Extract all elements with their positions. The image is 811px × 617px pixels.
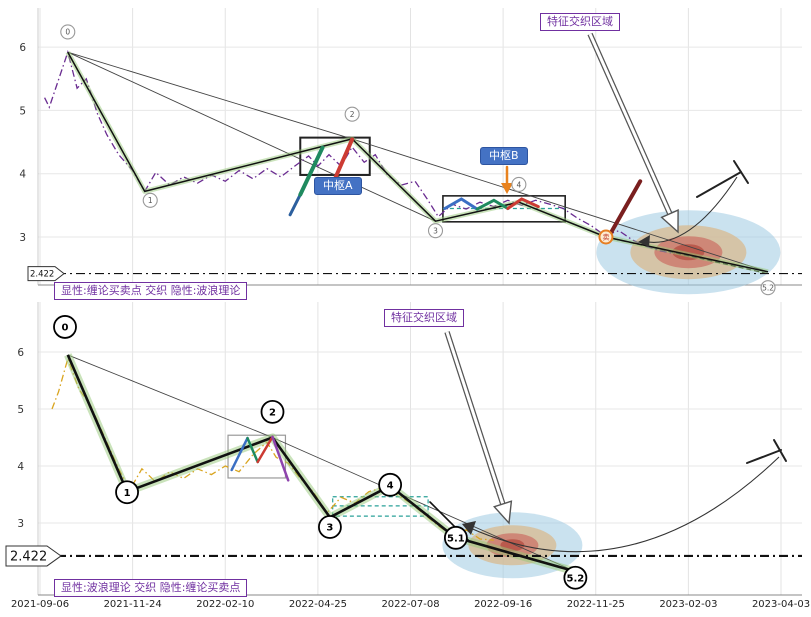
svg-text:4: 4 [387, 480, 394, 491]
colored-segment [230, 436, 249, 472]
annotation-line [696, 171, 742, 198]
trend-line [67, 51, 353, 140]
svg-text:5.2: 5.2 [567, 573, 585, 584]
wave-point-marker [115, 480, 139, 505]
svg-text:1: 1 [148, 196, 153, 205]
svg-text:2: 2 [269, 407, 276, 418]
x-tick-label: 2021-11-24 [104, 599, 162, 610]
y-tick-label: 5 [17, 404, 24, 416]
price-tag-label: 2.422 [10, 550, 47, 565]
price-tag-label: 2.422 [30, 270, 54, 280]
wave-point-marker [53, 315, 77, 339]
y-tick-label: 5 [19, 105, 26, 117]
pivot-a-label: 中枢A [314, 177, 362, 196]
price-tag [5, 545, 62, 567]
wave-point-marker [344, 106, 360, 122]
price-tag [27, 266, 65, 282]
arrowhead [638, 235, 650, 247]
arrowhead [462, 521, 476, 535]
x-tick-label: 2022-07-08 [381, 599, 439, 610]
y-tick-label: 4 [17, 461, 24, 473]
colored-segment [475, 198, 510, 211]
annotation-line [773, 439, 787, 462]
svg-text:5.2: 5.2 [762, 283, 774, 292]
x-tick-label: 2022-11-25 [567, 599, 625, 610]
x-tick-label: 2022-09-16 [474, 599, 532, 610]
x-tick-label: 2021-09-06 [11, 599, 69, 610]
svg-text:1: 1 [124, 488, 131, 499]
svg-text:4: 4 [516, 180, 521, 189]
colored-segment [443, 197, 479, 211]
annotation-line [746, 449, 782, 464]
wave-point-marker [511, 176, 527, 193]
arrowhead [501, 183, 513, 194]
wave-point-marker [260, 399, 285, 424]
colored-segment [506, 197, 540, 210]
sell-point-marker [598, 229, 614, 245]
annotation-arc [467, 456, 780, 553]
pivot-b-label: 中枢B [480, 147, 528, 166]
wave-point-marker [443, 525, 468, 550]
y-tick-label: 6 [19, 42, 26, 54]
annotation-arc [641, 176, 738, 243]
y-tick-label: 6 [17, 347, 24, 359]
svg-text:0: 0 [62, 323, 69, 334]
annotation-line [733, 160, 749, 184]
y-tick-label: 3 [17, 518, 24, 530]
price-series [44, 49, 675, 255]
trend-line [67, 51, 436, 222]
x-tick-label: 2023-04-03 [752, 599, 810, 610]
legend-label-top: 显性:缠论买卖点 交织 隐性:波浪理论 [54, 282, 248, 301]
y-tick-label: 4 [19, 169, 26, 181]
colored-segment [256, 435, 274, 464]
feature-interweave-label-bottom: 特征交织区域 [384, 309, 464, 328]
legend-label-bottom: 显性:波浪理论 交织 隐性:缠论买卖点 [54, 579, 248, 598]
svg-text:0: 0 [65, 28, 70, 37]
wave-point-marker [427, 223, 444, 239]
svg-text:卖: 卖 [602, 234, 609, 242]
colored-segment [246, 436, 259, 464]
wave-point-marker [378, 472, 403, 497]
wave-point-marker [60, 24, 76, 40]
colored-segment [333, 137, 355, 180]
x-tick-label: 2023-02-03 [659, 599, 717, 610]
colored-segment [605, 179, 643, 241]
colored-segment [288, 193, 302, 217]
svg-text:3: 3 [433, 226, 438, 235]
wave-point-marker [318, 515, 342, 539]
svg-text:2: 2 [350, 110, 355, 119]
feature-interweave-label-top: 特征交织区域 [540, 13, 620, 32]
y-tick-label: 3 [19, 232, 26, 244]
trend-line [67, 354, 273, 438]
colored-segment [298, 145, 325, 197]
x-tick-label: 2022-02-10 [196, 599, 254, 610]
svg-text:5.1: 5.1 [447, 533, 465, 544]
trend-line [351, 138, 769, 273]
colored-segment [271, 435, 290, 482]
wave-point-marker [142, 192, 158, 208]
trend-line [272, 437, 576, 572]
wave-point-marker [563, 565, 588, 590]
svg-text:3: 3 [326, 523, 333, 534]
wave-point-marker [760, 280, 776, 296]
x-tick-label: 2022-04-25 [289, 599, 347, 610]
